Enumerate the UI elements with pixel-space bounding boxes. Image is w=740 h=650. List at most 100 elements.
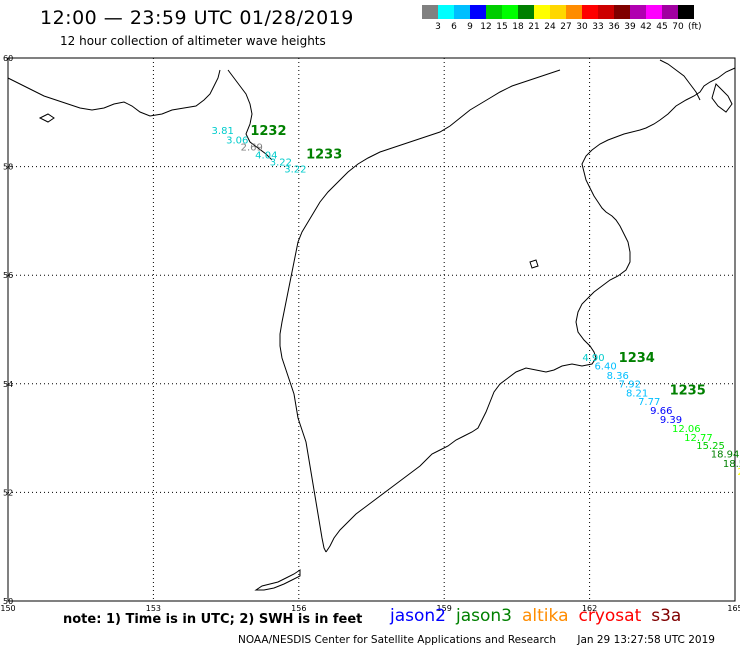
satellite-cryosat: cryosat [578,606,642,626]
wave-height-value: 7.77 [638,397,660,408]
lon-tick-label: 153 [146,604,161,613]
legend-unit: (ft) [688,22,702,32]
legend-swatch [422,5,438,19]
wave-height-value: 12.77 [684,433,713,444]
north-coast-east [227,69,273,161]
lon-tick-label: 165 [727,604,740,613]
legend-swatch [502,5,518,19]
legend-label: 33 [592,22,604,32]
legend-label: 30 [576,22,588,32]
legend-label: 39 [624,22,636,32]
wave-height-value: 18.94 [711,450,740,461]
wave-height-value: 15.25 [696,441,725,452]
track-time-label: 1235 [670,384,706,399]
satellite-s3a: s3a [651,606,682,626]
wave-height-value: 21.7 [737,467,740,478]
legend-swatch [534,5,550,19]
wave-height-value: 3.22 [284,165,306,176]
legend-label: 18 [512,22,524,32]
legend-swatch [598,5,614,19]
legend-swatch [518,5,534,19]
wave-height-value: 2.69 [241,142,263,153]
legend-label: 9 [467,22,473,32]
legend-swatch [486,5,502,19]
lon-tick-label: 150 [0,604,15,613]
satellite-altika: altika [522,606,569,626]
lon-tick-label: 162 [582,604,597,613]
lat-tick-label: 58 [3,163,13,172]
legend-swatch [582,5,598,19]
map-grid [8,58,735,601]
footer: NOAA/NESDIS Center for Satellite Applica… [238,634,715,646]
wave-height-value: 4.90 [582,353,604,364]
page-subtitle: 12 hour collection of altimeter wave hei… [60,34,326,48]
wave-height-value: 3.22 [270,158,292,169]
lat-tick-label: 60 [3,54,13,63]
track-time-label: 1232 [250,124,286,139]
legend-swatch [550,5,566,19]
wave-height-value: 12.06 [672,424,701,435]
legend-swatch [454,5,470,19]
lat-tick-label: 54 [3,380,13,389]
legend-swatch [646,5,662,19]
lat-tick-label: 50 [3,597,13,606]
kamchatka-coast [325,67,736,553]
legend-label: 15 [496,22,508,32]
map-frame [7,57,736,602]
small-island-east [529,259,539,269]
wave-height-value: 7.92 [619,380,641,391]
legend-swatch [630,5,646,19]
coast-island-small [38,113,55,123]
wave-height-value: 4.04 [255,150,277,161]
wave-height-value: 3.06 [226,135,248,146]
karaginsky-island [711,83,733,113]
legend-swatches [422,5,708,19]
satellite-jason3: jason3 [456,606,512,626]
legend-swatch [566,5,582,19]
satellite-jason2: jason2 [390,606,446,626]
legend-label: 70 [672,22,684,32]
color-legend: 3 6 9 12 15 18 21 24 27 30 33 36 39 42 45 70 (ft) [422,5,708,32]
track-time-label: 1233 [306,147,342,162]
lat-tick-label: 52 [3,488,13,497]
wave-height-value: 6.40 [594,362,616,373]
legend-swatch [614,5,630,19]
legend-swatch [678,5,694,19]
legend-label: 36 [608,22,620,32]
legend-swatch [470,5,486,19]
axis-labels: 150 153 156 159 162 165 60 58 56 54 52 50 [0,54,740,613]
kuril-island [254,569,301,591]
coastline [7,59,736,591]
north-coast-west [7,69,221,117]
wave-height-value: 3.81 [212,126,234,137]
page-title: 12:00 — 23:59 UTC 01/28/2019 [40,7,354,29]
legend-label: 6 [451,22,457,32]
legend-label: 3 [435,22,441,32]
lat-tick-label: 56 [3,271,13,280]
legend-label: 42 [640,22,652,32]
legend-label: 24 [544,22,556,32]
wave-height-value: 9.39 [660,415,682,426]
legend-label: 45 [656,22,668,32]
wave-height-value: 9.66 [650,406,672,417]
satellite-legend: jason2 jason3 altika cryosat s3a [390,606,691,626]
lon-tick-label: 159 [437,604,452,613]
wave-height-value: 8.36 [607,371,629,382]
commander-island [659,59,701,101]
legend-swatch [438,5,454,19]
footer-credit: NOAA/NESDIS Center for Satellite Applica… [238,634,556,646]
track-time-label: 1234 [619,351,655,366]
wave-height-value: 18.51 [723,459,740,470]
lon-tick-label: 156 [291,604,306,613]
legend-label: 21 [528,22,540,32]
footer-timestamp: Jan 29 13:27:58 UTC 2019 [577,634,715,646]
altimeter-tracks: 3.813.062.694.043.223.224.906.408.367.92… [212,124,740,478]
legend-label: 27 [560,22,572,32]
note-text: note: 1) Time is in UTC; 2) SWH is in fe… [63,612,363,627]
wave-height-value: 8.21 [626,388,648,399]
legend-swatch [662,5,678,19]
legend-labels: 3 6 9 12 15 18 21 24 27 30 33 36 39 42 45 70 (ft) [422,22,708,32]
kamchatka-west-coast [279,69,561,553]
legend-label: 12 [480,22,492,32]
